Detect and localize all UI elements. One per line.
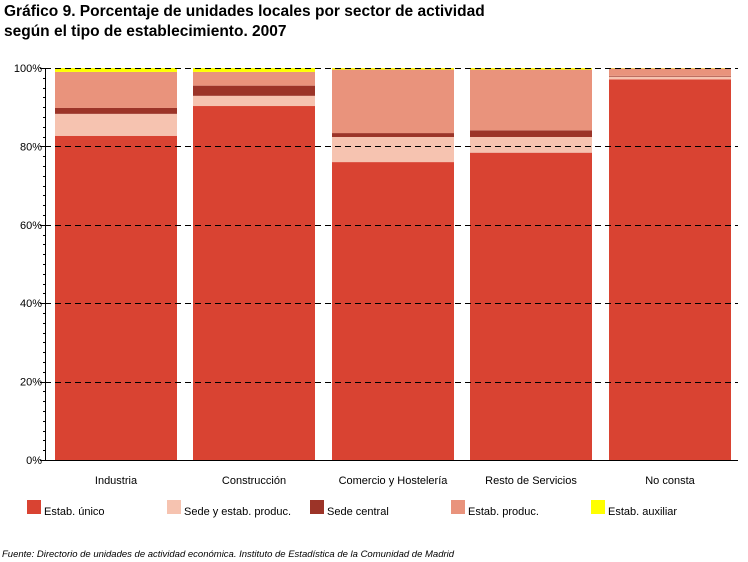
bar-segment-1-3 [55, 107, 177, 114]
bar-segment-4-1 [470, 152, 592, 460]
bar-segment-3-3 [332, 133, 454, 137]
y-tick-label: 0% [26, 455, 42, 467]
y-tick-label: 20% [20, 377, 42, 389]
bar-segment-3-2 [332, 136, 454, 163]
source-note: Fuente: Directorio de unidades de activi… [2, 549, 455, 560]
stacked-bar-chart: 0% 20% 40% 60% 80% 100% Industria Construcción… [14, 63, 738, 518]
legend-label: Estab. auxiliar [608, 506, 677, 518]
gridlines [45, 68, 738, 383]
bar-segment-2-1 [193, 106, 315, 461]
x-tick-label: No consta [645, 475, 695, 487]
bar-segment-2-5 [193, 68, 315, 72]
bar-segment-3-5 [332, 68, 454, 70]
x-tick-label: Industria [95, 475, 138, 487]
legend-swatch [451, 500, 465, 514]
legend-label: Estab. único [44, 506, 105, 518]
bar-segment-2-3 [193, 85, 315, 96]
y-axis: 0% 20% 40% 60% 80% 100% [14, 63, 738, 467]
y-tick-label: 80% [20, 141, 42, 153]
legend-label: Estab. produc. [468, 506, 539, 518]
bar-segment-2-4 [193, 71, 315, 86]
bar-segment-1-1 [55, 135, 177, 461]
bar-segment-4-3 [470, 130, 592, 137]
bar-segment-1-2 [55, 113, 177, 136]
bar-segment-2-2 [193, 95, 315, 107]
chart-title-line2: según el tipo de establecimiento. 2007 [4, 23, 287, 40]
legend-label: Sede central [327, 506, 389, 518]
bar-segment-3-1 [332, 162, 454, 460]
bar-segment-4-4 [470, 69, 592, 131]
legend-swatch [310, 500, 324, 514]
chart-title-line1: Gráfico 9. Porcentaje de unidades locale… [4, 3, 485, 20]
y-tick-label: 100% [14, 63, 42, 75]
bar-segment-5-2 [609, 76, 731, 80]
legend-swatch [591, 500, 605, 514]
legend-swatch [167, 500, 181, 514]
legend: Estab. único Sede y estab. produc. Sede ce… [27, 500, 677, 518]
bar-segment-5-4 [609, 68, 731, 76]
y-tick-label: 40% [20, 298, 42, 310]
bar-segment-4-2 [470, 136, 592, 153]
x-tick-label: Construcción [222, 475, 286, 487]
x-tick-label: Resto de Servicios [485, 475, 577, 487]
bar-segment-5-3 [609, 75, 731, 77]
x-axis-labels: Industria Construcción Comercio y Hosteler… [95, 475, 696, 487]
bar-segment-1-5 [55, 68, 177, 72]
bar-segment-3-4 [332, 69, 454, 134]
y-tick-label: 60% [20, 220, 42, 232]
chart-title: Gráfico 9. Porcentaje de unidades locale… [4, 2, 724, 42]
x-tick-label: Comercio y Hostelería [339, 475, 449, 487]
legend-swatch [27, 500, 41, 514]
legend-label: Sede y estab. produc. [184, 506, 291, 518]
bars-layer [55, 68, 731, 461]
bar-segment-5-1 [609, 79, 731, 461]
bar-segment-1-4 [55, 71, 177, 108]
